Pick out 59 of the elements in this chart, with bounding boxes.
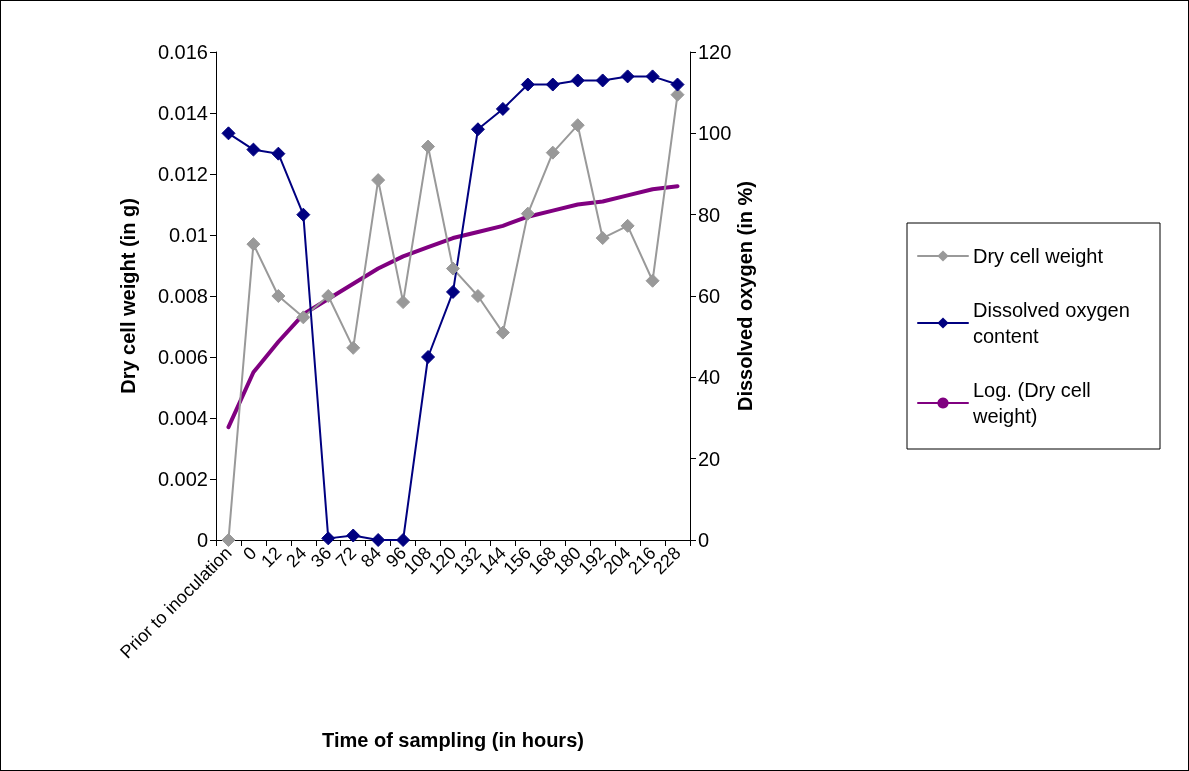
y2-tick-label: 60 — [698, 285, 721, 307]
y2-tick-label: 100 — [698, 122, 732, 145]
point — [421, 139, 436, 154]
y-tick-label: 0.016 — [157, 41, 208, 63]
point — [620, 218, 635, 233]
y-tick-label: 0.014 — [157, 102, 208, 124]
point — [321, 289, 336, 303]
legend-label: Dissolved oxygen content — [973, 299, 1136, 347]
point — [321, 531, 336, 546]
point — [246, 237, 261, 252]
point — [221, 533, 236, 547]
legend-label: Log. (Dry cell weight) — [972, 379, 1097, 427]
y-tick-label: 0.012 — [157, 163, 208, 185]
point — [545, 77, 560, 92]
point — [346, 528, 361, 543]
point — [495, 325, 510, 340]
point — [371, 173, 386, 188]
y-axis-title: Dry cell weight (in g) — [117, 198, 139, 394]
point — [470, 289, 485, 303]
y2-tick-label: 120 — [698, 41, 732, 63]
point — [645, 273, 660, 288]
y-tick-label: 0.002 — [157, 468, 208, 490]
point — [371, 533, 386, 547]
point — [595, 231, 610, 246]
point — [570, 73, 585, 88]
point — [470, 122, 485, 137]
point — [396, 295, 411, 310]
legend-label: Dry cell weight — [973, 245, 1104, 267]
point — [545, 145, 560, 160]
point — [495, 101, 510, 116]
x-axis-title: Time of sampling (in hours) — [322, 729, 584, 751]
y2-tick-label: 80 — [698, 203, 721, 226]
y2-tick-label: 20 — [698, 447, 721, 470]
point — [570, 118, 585, 133]
point — [246, 142, 261, 157]
point — [346, 340, 361, 355]
point — [595, 73, 610, 88]
point — [446, 284, 460, 299]
point — [296, 310, 311, 325]
point — [520, 77, 535, 92]
point — [271, 146, 286, 161]
point — [670, 87, 685, 102]
y2-axis-title: Dissolved oxygen (in %) — [734, 180, 757, 412]
point — [670, 77, 685, 92]
point — [620, 69, 635, 84]
point — [296, 207, 311, 222]
point — [446, 261, 460, 276]
line-series — [226, 184, 680, 430]
point — [271, 289, 286, 303]
point — [221, 126, 236, 141]
point — [645, 69, 660, 84]
y-tick-label: 0.008 — [157, 285, 208, 307]
point — [396, 533, 411, 547]
point — [520, 206, 535, 221]
y-tick-label: 0.004 — [157, 407, 208, 429]
y-tick-label: 0.01 — [169, 224, 208, 246]
y-tick-label: 0.006 — [157, 346, 208, 368]
point — [421, 350, 436, 364]
y2-tick-label: 40 — [698, 366, 721, 389]
